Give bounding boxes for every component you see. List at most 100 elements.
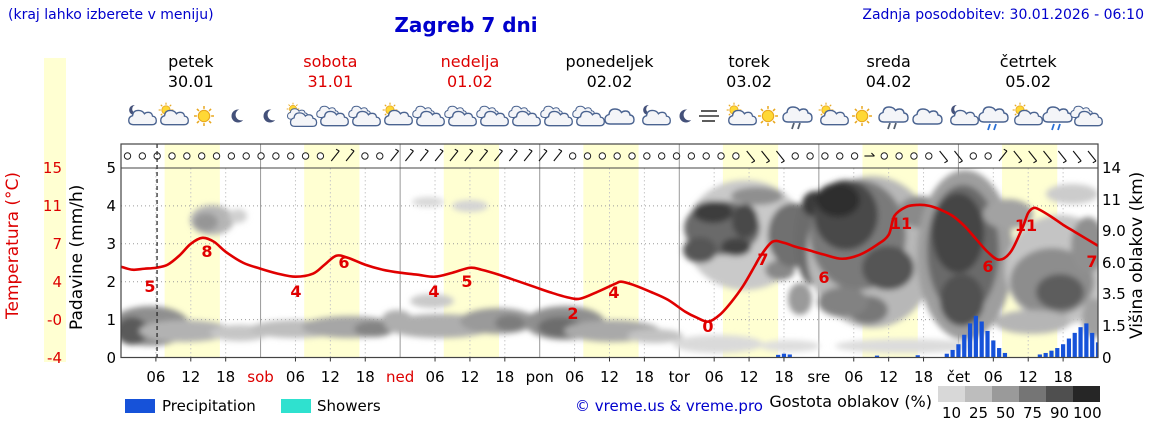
density-segment xyxy=(938,386,965,402)
sun-icon xyxy=(194,106,214,126)
cloud-blob xyxy=(412,197,444,207)
temperature-value: 4 xyxy=(428,282,439,301)
day-name: torek xyxy=(728,52,770,71)
temperature-value: 11 xyxy=(890,214,912,233)
mm-tick: 3 xyxy=(106,234,116,253)
wind-symbol xyxy=(494,148,503,162)
day-abbrev: pon xyxy=(525,368,554,386)
weather-icon-clouds xyxy=(540,105,573,127)
wind-symbol xyxy=(405,148,414,162)
wind-symbol xyxy=(272,152,280,160)
wind-symbol xyxy=(687,152,696,160)
wind-symbol xyxy=(791,152,799,160)
cloud-icon xyxy=(642,109,671,126)
temperature-value: 7 xyxy=(1086,252,1097,271)
precip-bar xyxy=(1066,338,1072,358)
x-hour-label: 18 xyxy=(495,368,515,386)
x-hour-label: 06 xyxy=(146,368,166,386)
sun-icon xyxy=(758,106,778,126)
mm-tick: 0 xyxy=(106,348,116,367)
cloud-icon xyxy=(416,110,445,127)
weather-icon-sun-cloud xyxy=(726,102,757,126)
precip-bar xyxy=(985,330,990,358)
temperature-value: 6 xyxy=(338,253,349,272)
km-tick: 9.0 xyxy=(1102,222,1126,241)
wind-symbol xyxy=(836,152,844,160)
day-date: 02.02 xyxy=(586,72,633,91)
day-name: sobota xyxy=(303,52,358,71)
weather-icon-cloud-drizzle xyxy=(878,106,909,130)
temperature-value: 4 xyxy=(608,283,619,302)
wind-symbol xyxy=(449,148,459,162)
cloud-icon xyxy=(576,110,605,127)
cloud-icon xyxy=(128,109,157,126)
precip-bar xyxy=(1084,323,1089,358)
weather-icon-sun-cloud xyxy=(382,102,413,126)
temperature-value: 8 xyxy=(201,242,212,261)
cloud-blob xyxy=(732,204,758,238)
x-hour-label: 12 xyxy=(181,368,201,386)
wind-symbol xyxy=(746,150,756,164)
x-hour-label: 12 xyxy=(599,368,620,386)
weather-icon-wind xyxy=(699,110,719,122)
cloud-blob xyxy=(932,193,984,273)
weather-icon-cloud xyxy=(912,108,943,125)
density-tick: 90 xyxy=(1049,404,1070,422)
weather-icon-cloud-rain xyxy=(978,106,1009,131)
weather-icon-clouds xyxy=(444,105,477,127)
wind-symbol xyxy=(419,148,429,162)
wind-symbol xyxy=(672,152,681,160)
density-tick: 50 xyxy=(995,404,1016,422)
cloud-blob xyxy=(139,320,231,342)
day-abbrev: sre xyxy=(807,368,831,386)
cloud-icon xyxy=(820,109,849,126)
cloud-blob xyxy=(818,287,868,317)
weather-icon-moon-cloud xyxy=(642,104,671,126)
day-date: 01.02 xyxy=(447,72,493,91)
wind-symbol xyxy=(212,152,221,160)
precip-bar xyxy=(915,355,920,358)
wind-symbol xyxy=(925,152,933,160)
cloud-blob xyxy=(760,340,820,352)
x-hour-label: 12 xyxy=(739,368,759,386)
weather-icon-clouds xyxy=(476,105,509,127)
cloud-icon xyxy=(978,106,1009,123)
weather-icon-sun-cloud xyxy=(1012,102,1043,126)
cloud-icon xyxy=(384,109,413,126)
density-tick: 25 xyxy=(968,404,989,422)
cloud-icon xyxy=(160,109,189,126)
wind-symbol xyxy=(954,150,963,164)
wind-symbol xyxy=(553,148,563,162)
wind-symbol xyxy=(316,152,325,160)
wind-symbol xyxy=(168,152,176,160)
wind-symbol xyxy=(702,152,710,160)
temp-tick: -0 xyxy=(47,310,62,329)
precip-bar xyxy=(1078,327,1083,358)
wind-symbol xyxy=(242,152,250,160)
day-abbrev: tor xyxy=(668,368,690,386)
precip-bar xyxy=(1037,354,1042,358)
weather-icon-clouds xyxy=(1070,105,1103,127)
cloud-icon xyxy=(512,110,541,127)
x-hour-label: 06 xyxy=(844,368,864,386)
cloud-blob xyxy=(627,329,683,343)
precip-bar xyxy=(1055,348,1060,358)
x-hour-label: 06 xyxy=(565,368,585,386)
weather-icon-clouds xyxy=(412,105,445,127)
wind-symbol xyxy=(775,150,785,164)
wind-symbol xyxy=(330,148,340,162)
copyright-link[interactable]: © vreme.us & vreme.pro xyxy=(575,397,763,415)
precip-bar xyxy=(1072,332,1077,358)
wind-symbol xyxy=(821,152,829,160)
density-segment xyxy=(1019,386,1046,402)
wind-symbol xyxy=(880,152,888,160)
cloud-blob xyxy=(1046,184,1098,204)
density-segment xyxy=(992,386,1019,402)
cloud-blob xyxy=(683,237,717,263)
wind-symbol xyxy=(969,152,977,160)
x-hour-label: 18 xyxy=(913,368,934,386)
x-hour-label: 12 xyxy=(1018,368,1038,386)
day-date: 05.02 xyxy=(1005,72,1052,91)
x-hour-label: 06 xyxy=(425,368,445,386)
cloud-icon xyxy=(1014,109,1043,126)
